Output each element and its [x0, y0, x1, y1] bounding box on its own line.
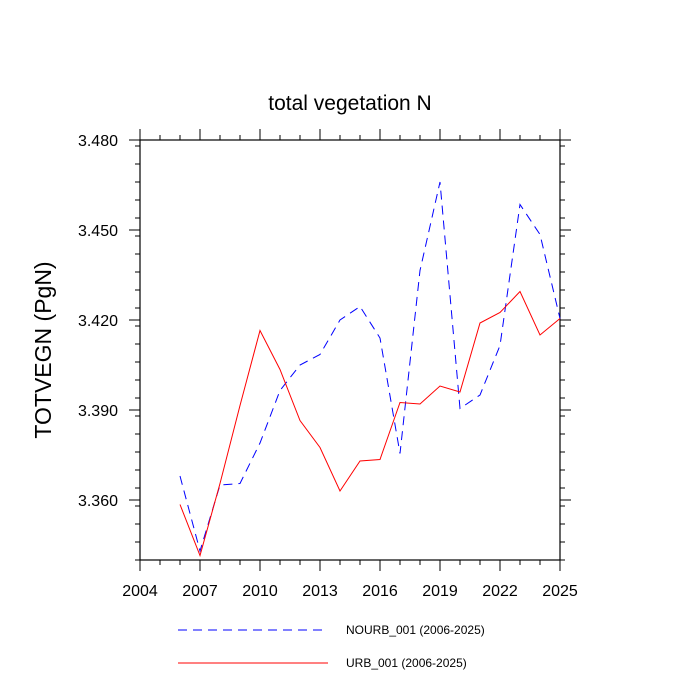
x-tick-label: 2016 [362, 583, 398, 600]
y-axis-label: TOTVEGN (PgN) [30, 261, 56, 438]
y-tick-label: 3.420 [78, 313, 118, 330]
y-tick-label: 3.480 [78, 133, 118, 150]
legend-label-2: URB_001 (2006-2025) [346, 656, 467, 670]
x-tick-label: 2022 [482, 583, 518, 600]
series-line-1 [179, 181, 561, 553]
chart-title: total vegetation N [268, 92, 431, 115]
y-tick-label: 3.360 [78, 493, 118, 510]
x-tick-label: 2007 [182, 583, 218, 600]
plot-frame [139, 139, 561, 561]
x-tick-label: 2013 [302, 583, 338, 600]
x-tick-label: 2004 [122, 583, 158, 600]
y-tick-label: 3.450 [78, 223, 118, 240]
legend-label-1: NOURB_001 (2006-2025) [346, 623, 485, 637]
x-tick-label: 2019 [422, 583, 458, 600]
y-tick-label: 3.390 [78, 403, 118, 420]
x-tick-label: 2025 [542, 583, 578, 600]
plot-axes: 2004 2007 2010 2013 2016 2019 2022 2025 3.360 3.3… [78, 129, 578, 600]
series-layer [179, 181, 561, 558]
series-line-2 [179, 290, 561, 558]
x-tick-label: 2010 [242, 583, 278, 600]
legend: NOURB_001 (2006-2025) URB_001 (2006-2025) [178, 623, 485, 670]
